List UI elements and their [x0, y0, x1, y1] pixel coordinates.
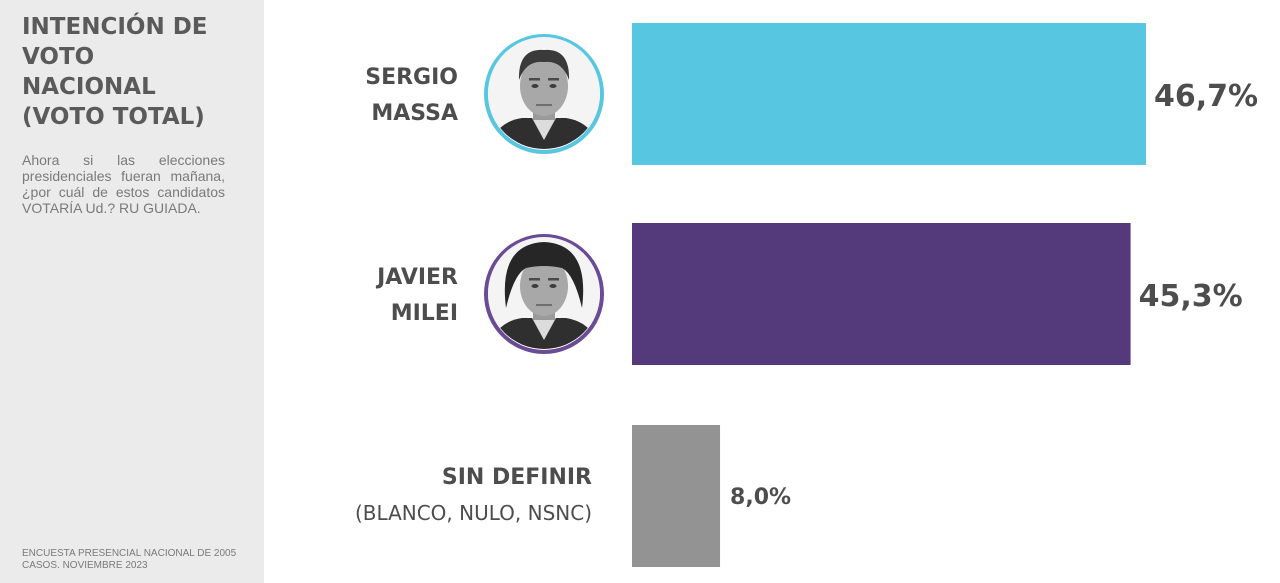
bar-0 [632, 23, 1146, 165]
category-label-1-1: MILEI [391, 301, 458, 326]
value-label-2: 8,0% [730, 485, 791, 510]
survey-question: Ahora si las elecciones presidenciales f… [22, 152, 225, 216]
sidebar-panel: INTENCIÓN DE VOTO NACIONAL (VOTO TOTAL) … [0, 0, 264, 583]
sergio-massa-portrait-icon [484, 34, 604, 154]
bar-2 [632, 425, 721, 567]
category-label-0-0: SERGIO [365, 65, 458, 90]
survey-source-note: ENCUESTA PRESENCIAL NACIONAL DE 2005 CAS… [22, 548, 237, 571]
value-label-1: 45,3% [1139, 279, 1243, 314]
category-sublabel-2: (BLANCO, NULO, NSNC) [355, 501, 592, 525]
category-label-2-0: SIN DEFINIR [442, 465, 592, 490]
slide-title: INTENCIÓN DE VOTO NACIONAL (VOTO TOTAL) [22, 14, 208, 130]
category-label-1-0: JAVIER [375, 265, 458, 290]
bar-1 [632, 223, 1131, 365]
javier-milei-portrait-icon [484, 234, 604, 354]
category-label-0-1: MASSA [371, 101, 458, 126]
value-label-0: 46,7% [1154, 79, 1258, 114]
